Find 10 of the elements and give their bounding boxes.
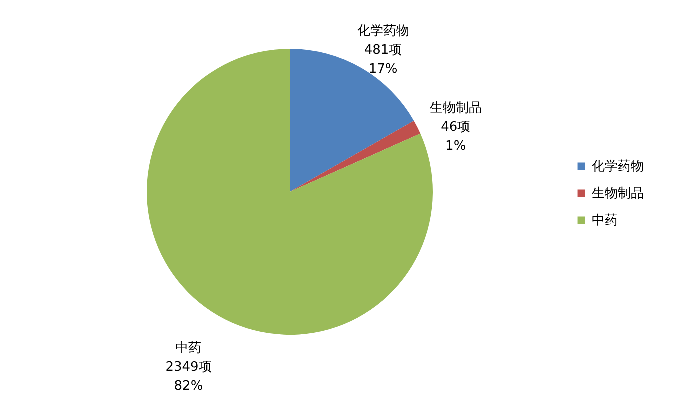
legend-label: 中药 bbox=[592, 214, 618, 228]
data-label: 481项 17% bbox=[364, 43, 402, 78]
slice-label: 生物制品 bbox=[430, 100, 482, 116]
pie-slice bbox=[290, 120, 421, 192]
data-label: 2349项 82% bbox=[166, 360, 212, 394]
data-label: 46项 1% bbox=[441, 120, 471, 154]
slice-label: 中药 bbox=[176, 341, 202, 356]
legend-label: 生物制品 bbox=[592, 186, 644, 202]
slice-label: 化学药物 bbox=[357, 24, 410, 40]
legend-label: 化学药物 bbox=[592, 160, 644, 174]
